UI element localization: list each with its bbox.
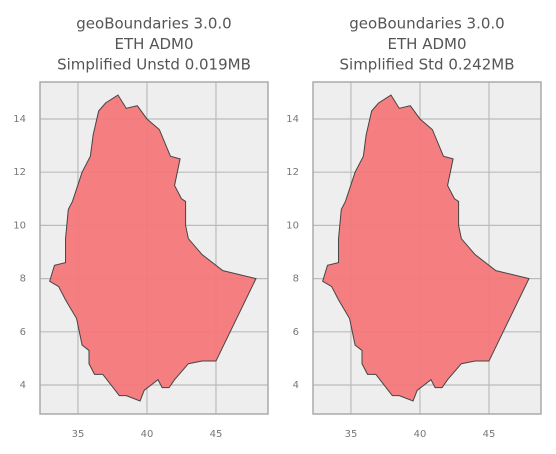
country-outline: [49, 94, 257, 402]
chart-title: ETH ADM0: [115, 35, 194, 53]
y-tick-label: 4: [20, 380, 26, 391]
y-tick-label: 4: [293, 380, 299, 391]
axes-frame: [39, 81, 269, 415]
y-tick-label: 10: [13, 220, 26, 231]
chart-title: Simplified Unstd 0.019MB: [57, 56, 251, 74]
y-tick-label: 14: [286, 114, 299, 125]
chart-title: geoBoundaries 3.0.0: [349, 15, 504, 33]
y-tick-label: 14: [13, 114, 26, 125]
x-tick-label: 35: [345, 429, 358, 440]
chart-title: Simplified Std 0.242MB: [340, 56, 515, 74]
x-tick-label: 35: [72, 429, 85, 440]
y-tick-label: 10: [286, 220, 299, 231]
country-outline: [322, 94, 530, 402]
x-tick-label: 45: [210, 429, 223, 440]
x-tick-label: 45: [483, 429, 496, 440]
y-tick-label: 12: [13, 167, 26, 178]
y-tick-label: 6: [20, 327, 26, 338]
chart-title: ETH ADM0: [388, 35, 467, 53]
y-tick-label: 6: [293, 327, 299, 338]
y-tick-label: 8: [293, 274, 299, 285]
x-tick-label: 40: [414, 429, 427, 440]
y-tick-label: 12: [286, 167, 299, 178]
y-tick-label: 8: [20, 274, 26, 285]
x-tick-label: 40: [141, 429, 154, 440]
chart-title: geoBoundaries 3.0.0: [76, 15, 231, 33]
axes-frame: [312, 81, 542, 415]
